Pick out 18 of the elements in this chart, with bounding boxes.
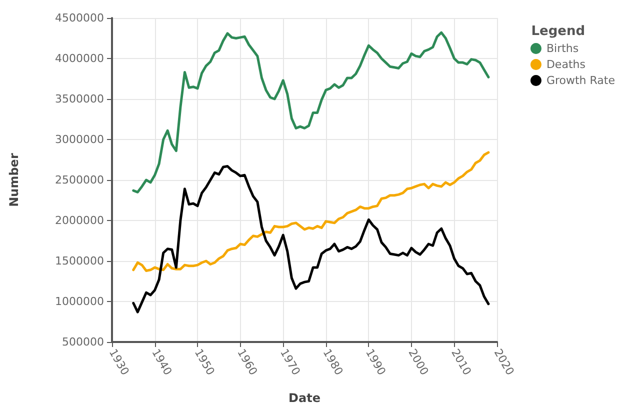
legend-label: Growth Rate <box>546 74 616 87</box>
y-tick-label: 2000000 <box>55 214 104 227</box>
y-tick-label: 1500000 <box>55 254 104 268</box>
y-axis-title: Number <box>7 153 21 207</box>
y-tick-label: 3500000 <box>55 92 104 106</box>
legend-label: Births <box>546 42 579 55</box>
legend-title: Legend <box>531 24 586 39</box>
line-series <box>132 151 490 272</box>
y-tick-label: 3000000 <box>55 133 104 146</box>
line-series <box>132 164 490 314</box>
y-tick-label: 4500000 <box>55 12 104 24</box>
y-tick-label: 500000 <box>62 336 104 348</box>
legend-label: Deaths <box>546 58 586 71</box>
line-series <box>132 31 490 194</box>
y-tick-label: 4000000 <box>55 52 104 65</box>
y-tick-label: 1000000 <box>55 295 104 308</box>
y-tick-label: 2500000 <box>55 174 104 186</box>
x-axis-title: Date <box>288 391 320 405</box>
